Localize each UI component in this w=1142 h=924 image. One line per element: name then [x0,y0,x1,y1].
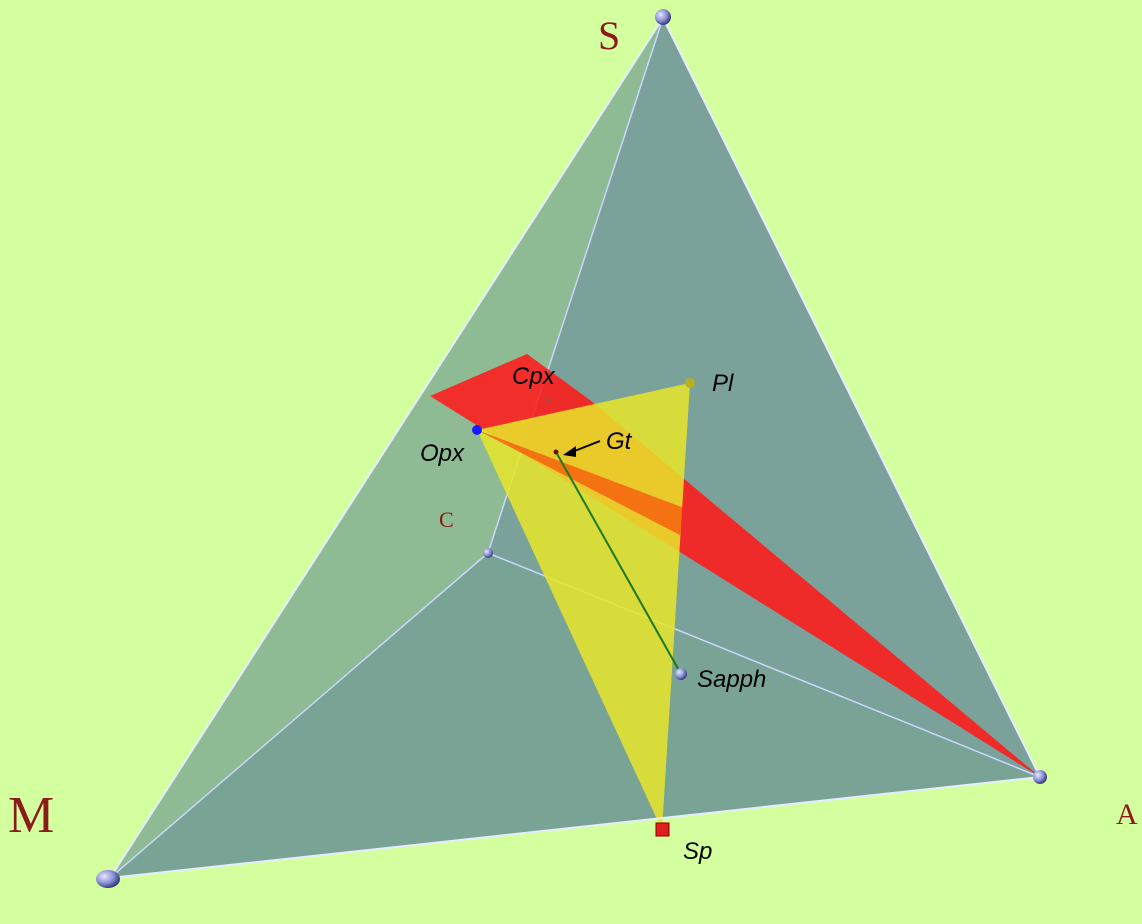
cpx-marker [545,397,551,403]
vertex-label-m: M [8,787,55,844]
sapph-marker [675,668,687,680]
phase-label-gt: Gt [606,428,632,455]
phase-label-sp: Sp [683,838,713,865]
vertex-label-c: C [439,507,454,532]
sp-marker [655,822,670,837]
vertex-label-a: A [1116,798,1138,831]
tie-line-gt-sapph [555,451,682,675]
edge-m-c [109,552,489,879]
vertex-c-sphere [483,548,493,558]
phase-label-sapph: Sapph [697,666,767,693]
pl-marker [685,378,695,388]
edge-s-a [662,17,1041,778]
phase-label-cpx: Cpx [512,363,555,390]
gt-marker [553,449,559,455]
gt-arrow [571,440,601,453]
edge-m-a [109,776,1041,879]
opx-marker [472,425,482,435]
phase-label-pl: Pl [712,370,734,397]
red-overlap [477,430,684,535]
phase-label-opx: Opx [420,440,465,467]
vertex-label-s: S [598,13,621,58]
vertex-s-sphere [655,9,671,25]
vertex-m-sphere [96,870,120,888]
vertex-a-sphere [1033,770,1047,784]
edge-s-m [109,17,664,879]
gt-arrow-head [563,446,576,457]
